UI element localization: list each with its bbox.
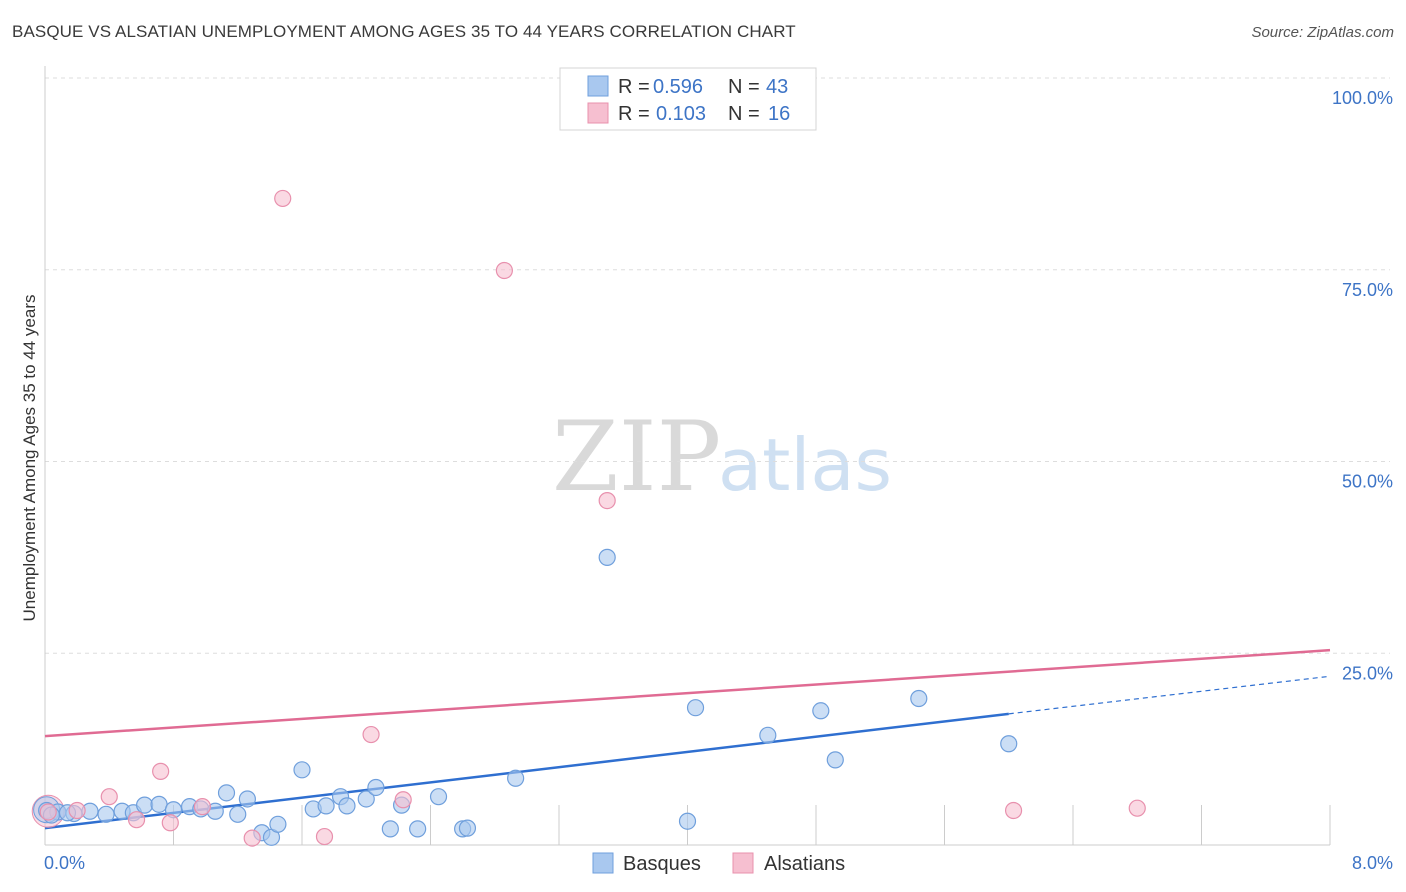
point-basques-33 bbox=[598, 548, 616, 566]
point-basques-39 bbox=[910, 689, 928, 708]
axes: 0.0% 8.0% bbox=[44, 66, 1393, 873]
point-alsatians-7 bbox=[243, 829, 261, 847]
point-alsatians-8 bbox=[274, 189, 292, 208]
point-basques-23 bbox=[338, 797, 356, 815]
legend-n-label-basques: N = bbox=[728, 76, 760, 98]
point-basques-21 bbox=[317, 797, 335, 815]
point-alsatians-11 bbox=[394, 791, 412, 809]
point-basques-32 bbox=[507, 769, 525, 787]
legend-n-value-basques: 43 bbox=[766, 76, 788, 98]
y-tick-label-25: 25.0% bbox=[1342, 663, 1393, 683]
source-label: Source: ZipAtlas.com bbox=[1251, 24, 1394, 41]
bottom-legend-swatch-alsatians bbox=[732, 852, 754, 874]
point-basques-28 bbox=[409, 820, 427, 838]
legend-swatch-alsatians bbox=[587, 102, 609, 124]
point-alsatians-1 bbox=[68, 801, 86, 820]
point-basques-19 bbox=[293, 761, 311, 779]
point-basques-25 bbox=[367, 778, 385, 797]
y-tick-label-50: 50.0% bbox=[1342, 472, 1393, 492]
point-basques-31 bbox=[458, 819, 477, 837]
watermark-zip: ZIP bbox=[552, 401, 721, 513]
bottom-legend: Basques Alsatians bbox=[592, 852, 845, 875]
bottom-legend-label-alsatians: Alsatians bbox=[764, 853, 845, 875]
point-basques-40 bbox=[1000, 735, 1018, 753]
legend-r-label-alsatians: R = bbox=[618, 103, 650, 125]
bottom-legend-swatch-basques bbox=[592, 852, 614, 874]
gridlines: 25.0% 50.0% 75.0% 100.0% bbox=[45, 77, 1393, 683]
point-basques-15 bbox=[238, 790, 256, 808]
y-tick-label-75: 75.0% bbox=[1342, 280, 1393, 300]
point-alsatians-10 bbox=[362, 725, 380, 744]
point-alsatians-2 bbox=[100, 788, 118, 806]
legend-n-label-alsatians: N = bbox=[728, 103, 760, 125]
bottom-legend-label-basques: Basques bbox=[623, 853, 701, 875]
point-basques-18 bbox=[269, 815, 287, 833]
point-basques-29 bbox=[429, 788, 448, 806]
point-alsatians-5 bbox=[161, 814, 179, 832]
point-alsatians-12 bbox=[495, 261, 513, 280]
point-basques-4 bbox=[97, 805, 115, 823]
point-alsatians-14 bbox=[1004, 801, 1023, 820]
point-basques-37 bbox=[812, 702, 830, 720]
point-basques-13 bbox=[217, 784, 236, 802]
y-tick-label-100: 100.0% bbox=[1332, 88, 1393, 108]
watermark: ZIP atlas bbox=[552, 401, 892, 513]
legend-swatch-basques bbox=[587, 75, 609, 97]
legend-r-label-basques: R = bbox=[618, 76, 650, 98]
point-alsatians-13 bbox=[598, 492, 616, 510]
point-basques-34 bbox=[678, 812, 697, 830]
legend-box: R = 0.596 N = 43 R = 0.103 N = 16 bbox=[559, 67, 817, 131]
trendline-basques-extension bbox=[1008, 675, 1331, 715]
point-alsatians-15 bbox=[1128, 799, 1146, 817]
point-basques-14 bbox=[229, 805, 247, 823]
point-basques-24 bbox=[357, 790, 375, 808]
y-axis-title: Unemployment Among Ages 35 to 44 years bbox=[20, 295, 39, 622]
point-basques-26 bbox=[381, 820, 399, 838]
point-basques-8 bbox=[150, 795, 168, 813]
point-alsatians-6 bbox=[193, 798, 212, 816]
point-alsatians-0 bbox=[39, 803, 57, 821]
x-tick-label-min: 0.0% bbox=[44, 853, 85, 873]
watermark-atlas: atlas bbox=[718, 423, 892, 507]
point-basques-35 bbox=[686, 699, 705, 717]
chart-title: BASQUE VS ALSATIAN UNEMPLOYMENT AMONG AG… bbox=[12, 22, 796, 41]
legend-r-value-alsatians: 0.103 bbox=[656, 103, 706, 125]
x-tick-label-max: 8.0% bbox=[1352, 853, 1393, 873]
legend-r-value-basques: 0.596 bbox=[653, 76, 703, 98]
point-alsatians-4 bbox=[152, 762, 170, 780]
legend-n-value-alsatians: 16 bbox=[768, 103, 790, 125]
trendline-alsatians bbox=[44, 648, 1331, 738]
point-basques-38 bbox=[826, 751, 844, 769]
data-points bbox=[31, 189, 1146, 847]
point-alsatians-9 bbox=[315, 827, 334, 846]
point-alsatians-3 bbox=[127, 811, 146, 829]
point-basques-7 bbox=[135, 796, 154, 814]
point-basques-36 bbox=[759, 726, 777, 744]
